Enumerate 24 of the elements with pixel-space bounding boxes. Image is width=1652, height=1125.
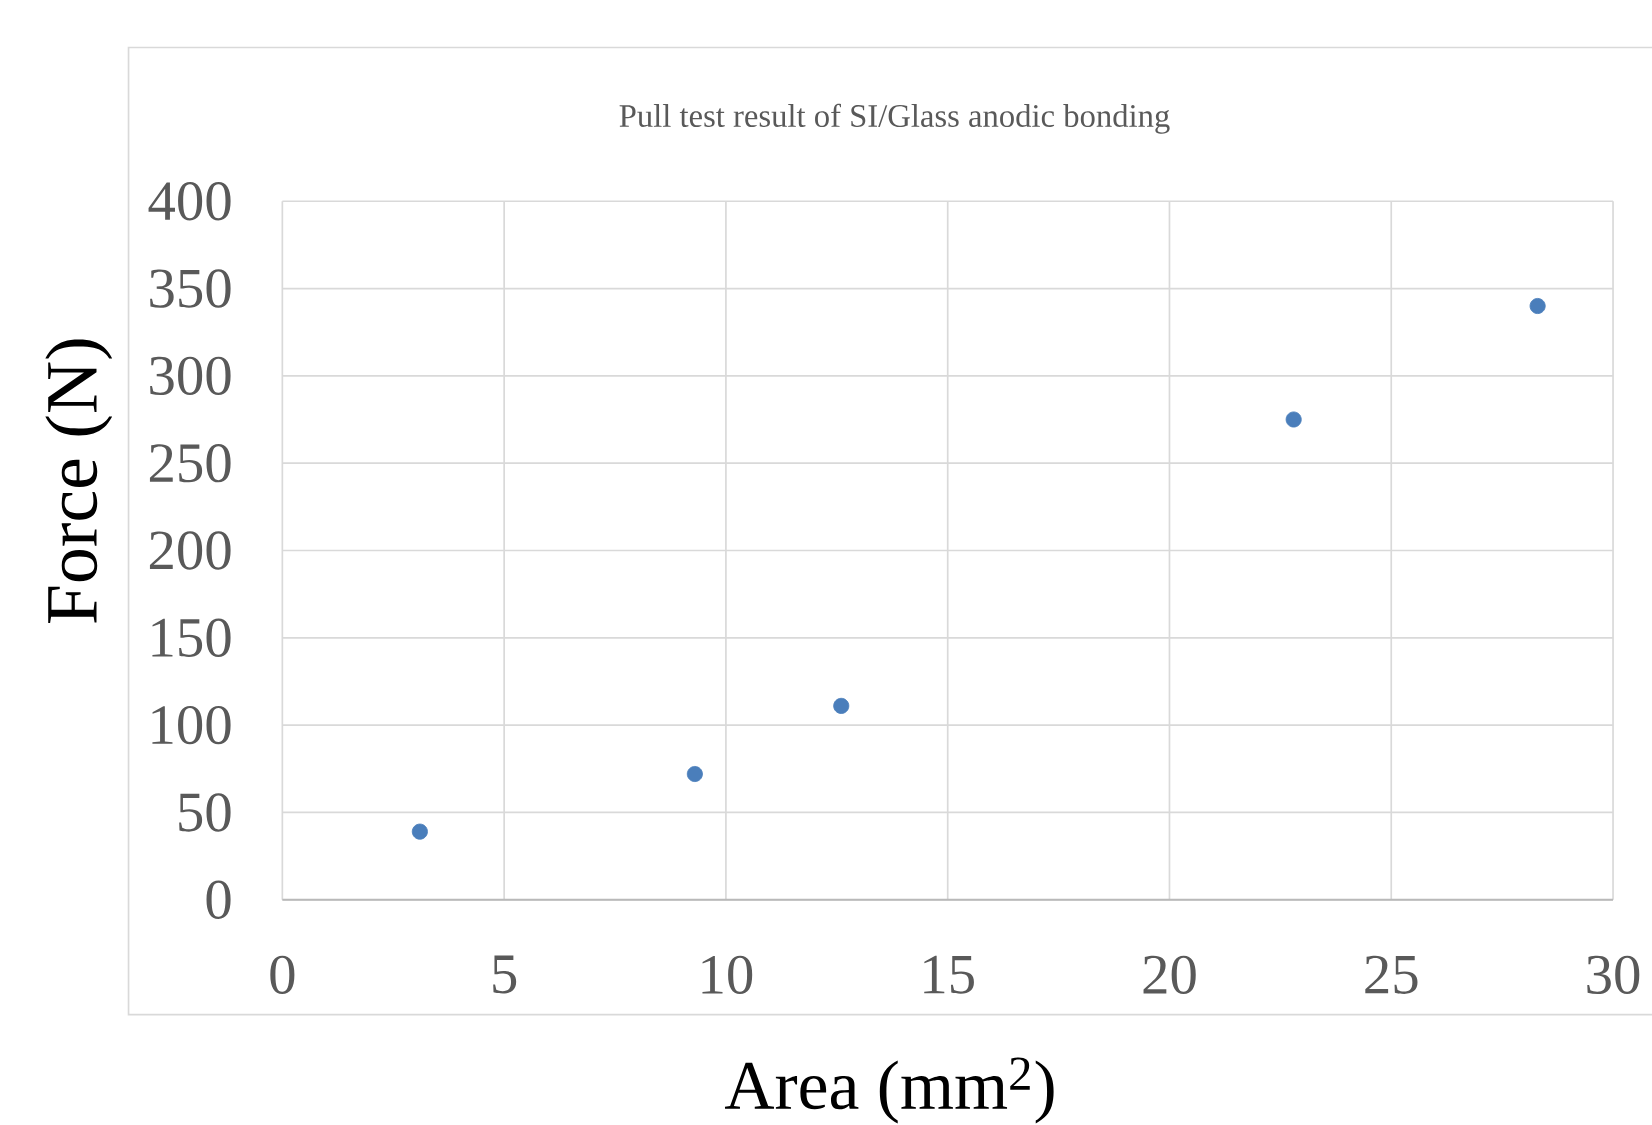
- x-tick-label: 15: [924, 955, 974, 994]
- x-axis-title: Area (mm$^{2}$): [724, 1057, 1054, 1124]
- point: [833, 697, 850, 714]
- y-tick-label: 150: [152, 618, 231, 657]
- x-tick-label: 0: [270, 955, 295, 994]
- y-tick-label: 200: [149, 531, 231, 570]
- x-tick-label: 10: [702, 955, 753, 994]
- x-tick-label: 25: [1365, 955, 1418, 994]
- x-tick-label: 30: [1587, 955, 1640, 994]
- chart-title: Pull test result of SI/Glass anodic bonding: [619, 103, 1170, 134]
- point: [686, 765, 703, 782]
- y-tick-label: 100: [152, 705, 231, 745]
- y-tick-label: 0: [206, 880, 231, 919]
- y-axis-title: Force (N): [45, 339, 113, 623]
- point: [1285, 411, 1302, 428]
- y-tick-label: 350: [150, 269, 231, 308]
- y-tick-label: 250: [149, 443, 231, 483]
- x-tick-label: 20: [1143, 955, 1196, 994]
- y-tick-label: 400: [148, 181, 231, 221]
- point: [411, 823, 428, 840]
- point: [1529, 297, 1546, 314]
- x-tick-label: 5: [493, 955, 517, 994]
- y-tick-label: 50: [179, 793, 231, 832]
- y-tick-label: 300: [150, 356, 231, 395]
